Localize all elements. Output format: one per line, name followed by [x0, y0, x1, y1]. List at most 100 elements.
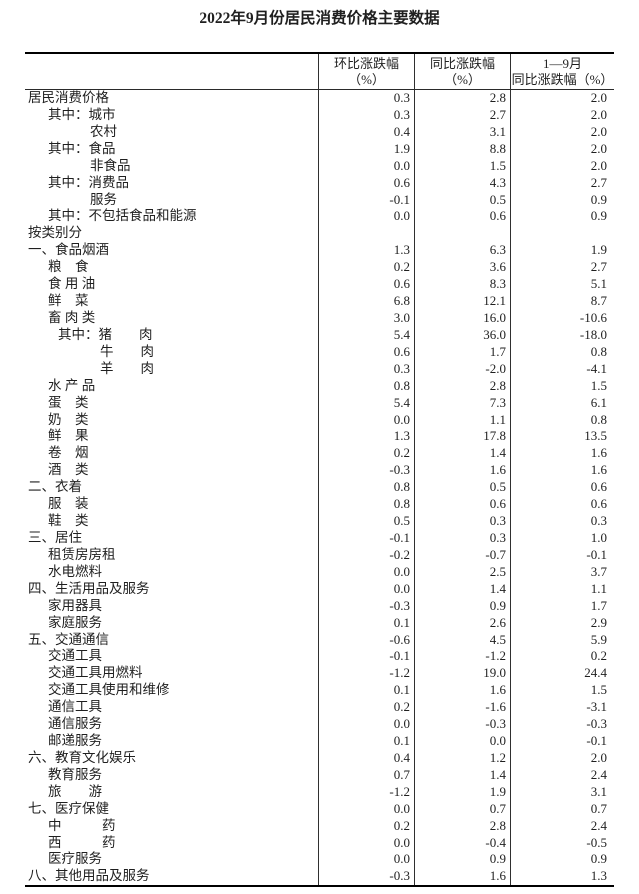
mom-value: 0.7 [318, 766, 414, 784]
row-label: 服 装 [48, 496, 89, 512]
mom-value: 0.3 [318, 106, 414, 124]
table-row: 其中：城市 0.3 2.7 2.0 [25, 106, 614, 124]
ytd-value: 5.9 [510, 631, 614, 649]
cpi-table: 环比涨跌幅 （%） 同比涨跌幅 （%） 1—9月 同比涨跌幅（%） 居民消费价格… [25, 52, 614, 888]
ytd-value: 2.0 [510, 123, 614, 141]
table-row: 六、教育文化娱乐 0.4 1.2 2.0 [25, 749, 614, 767]
row-label: 居民消费价格 [28, 90, 109, 105]
row-label: 旅 游 [48, 783, 102, 799]
table-row: 粮 食 0.2 3.6 2.7 [25, 259, 614, 277]
mom-value: -0.6 [318, 631, 414, 649]
table-row: 鲜 果 1.3 17.8 13.5 [25, 428, 614, 446]
page-title: 2022年9月份居民消费价格主要数据 [199, 10, 440, 27]
ytd-value: 1.1 [510, 580, 614, 598]
mom-value: 0.0 [318, 157, 414, 175]
mom-value: 0.4 [318, 123, 414, 141]
row-label: 牛 肉 [100, 343, 154, 359]
row-label: 六、教育文化娱乐 [28, 749, 136, 765]
row-label: 水 产 品 [48, 377, 96, 393]
table-row: 牛 肉 0.6 1.7 0.8 [25, 343, 614, 361]
mom-value: 0.0 [318, 834, 414, 852]
row-label: 家庭服务 [48, 614, 102, 630]
mom-value: 0.2 [318, 699, 414, 717]
table-row: 蛋 类 5.4 7.3 6.1 [25, 394, 614, 412]
yoy-value: 0.5 [414, 191, 510, 209]
yoy-value: 2.7 [414, 106, 510, 124]
row-label: 其中：城市 [48, 106, 116, 122]
table-row: 水电燃料 0.0 2.5 3.7 [25, 563, 614, 581]
ytd-value: 2.9 [510, 614, 614, 632]
yoy-value: 8.8 [414, 140, 510, 158]
ytd-value: 5.1 [510, 276, 614, 294]
table-row: 五、交通通信 -0.6 4.5 5.9 [25, 631, 614, 649]
table-row: 七、医疗保健 0.0 0.7 0.7 [25, 800, 614, 818]
ytd-value: -3.1 [510, 699, 614, 717]
table-row: 家庭服务 0.1 2.6 2.9 [25, 614, 614, 632]
ytd-value: 0.8 [510, 411, 614, 429]
ytd-value: 8.7 [510, 293, 614, 310]
mom-value: 0.1 [318, 614, 414, 632]
table-row: 按类别分 [25, 225, 614, 243]
mom-value: 0.8 [318, 377, 414, 395]
table-row: 奶 类 0.0 1.1 0.8 [25, 411, 614, 429]
row-label: 畜 肉 类 [48, 309, 96, 325]
row-label: 食 用 油 [48, 276, 96, 292]
row-label: 七、医疗保健 [28, 800, 109, 816]
mom-value: 0.0 [318, 716, 414, 734]
ytd-value: -0.1 [510, 546, 614, 564]
yoy-value: 1.9 [414, 783, 510, 801]
row-label: 羊 肉 [100, 360, 154, 376]
table-row: 其中：食品 1.9 8.8 2.0 [25, 140, 614, 158]
yoy-value: -0.3 [414, 716, 510, 734]
table-row: 医疗服务 0.0 0.9 0.9 [25, 851, 614, 869]
mom-value: -0.3 [318, 868, 414, 886]
ytd-value: 1.3 [510, 868, 614, 886]
mom-value: -0.1 [318, 648, 414, 666]
column-header-yoy: 同比涨跌幅 （%） [414, 54, 510, 89]
yoy-value: 36.0 [414, 326, 510, 344]
mom-value: -0.2 [318, 546, 414, 564]
mom-value: 0.0 [318, 208, 414, 226]
yoy-value: 6.3 [414, 242, 510, 260]
mom-value: -0.1 [318, 529, 414, 547]
yoy-value: 1.7 [414, 343, 510, 361]
yoy-value: 0.5 [414, 479, 510, 497]
table-header-row: 环比涨跌幅 （%） 同比涨跌幅 （%） 1—9月 同比涨跌幅（%） [25, 54, 614, 90]
mom-value: 0.0 [318, 580, 414, 598]
row-label: 水电燃料 [48, 563, 102, 579]
row-label: 通信工具 [48, 699, 102, 715]
yoy-value: 1.6 [414, 868, 510, 886]
table-row: 服务 -0.1 0.5 0.9 [25, 191, 614, 209]
row-label: 按类别分 [28, 225, 82, 241]
yoy-value: 3.1 [414, 123, 510, 141]
mom-value: 1.9 [318, 140, 414, 158]
ytd-value: 1.6 [510, 445, 614, 463]
ytd-value: -18.0 [510, 326, 614, 344]
table-row: 鲜 菜 6.8 12.1 8.7 [25, 293, 614, 310]
ytd-value: 2.0 [510, 749, 614, 767]
table-row: 租赁房房租 -0.2 -0.7 -0.1 [25, 546, 614, 564]
table-row: 交通工具 -0.1 -1.2 0.2 [25, 648, 614, 666]
table-row: 教育服务 0.7 1.4 2.4 [25, 766, 614, 784]
row-label: 交通工具使用和维修 [48, 682, 170, 698]
mom-value: 0.1 [318, 682, 414, 700]
mom-value: 0.2 [318, 445, 414, 463]
ytd-value: 3.7 [510, 563, 614, 581]
table-body: 居民消费价格 0.3 2.8 2.0 其中：城市 0.3 2.7 2.0 农村 0.4 3.1 2.0… [25, 90, 614, 886]
mom-value: 1.3 [318, 242, 414, 260]
yoy-value: 2.8 [414, 817, 510, 835]
row-label: 酒 类 [48, 462, 89, 478]
mom-value: 0.3 [318, 90, 414, 107]
yoy-value: 12.1 [414, 293, 510, 310]
table-row: 二、衣着 0.8 0.5 0.6 [25, 479, 614, 497]
ytd-value: 0.6 [510, 479, 614, 497]
ytd-value: 0.9 [510, 208, 614, 226]
yoy-value: 0.3 [414, 529, 510, 547]
mom-value: 1.3 [318, 428, 414, 446]
table-row: 四、生活用品及服务 0.0 1.4 1.1 [25, 580, 614, 598]
yoy-value: 7.3 [414, 394, 510, 412]
table-row: 居民消费价格 0.3 2.8 2.0 [25, 90, 614, 107]
mom-value [318, 225, 414, 243]
yoy-value: 1.4 [414, 766, 510, 784]
table-row: 水 产 品 0.8 2.8 1.5 [25, 377, 614, 395]
